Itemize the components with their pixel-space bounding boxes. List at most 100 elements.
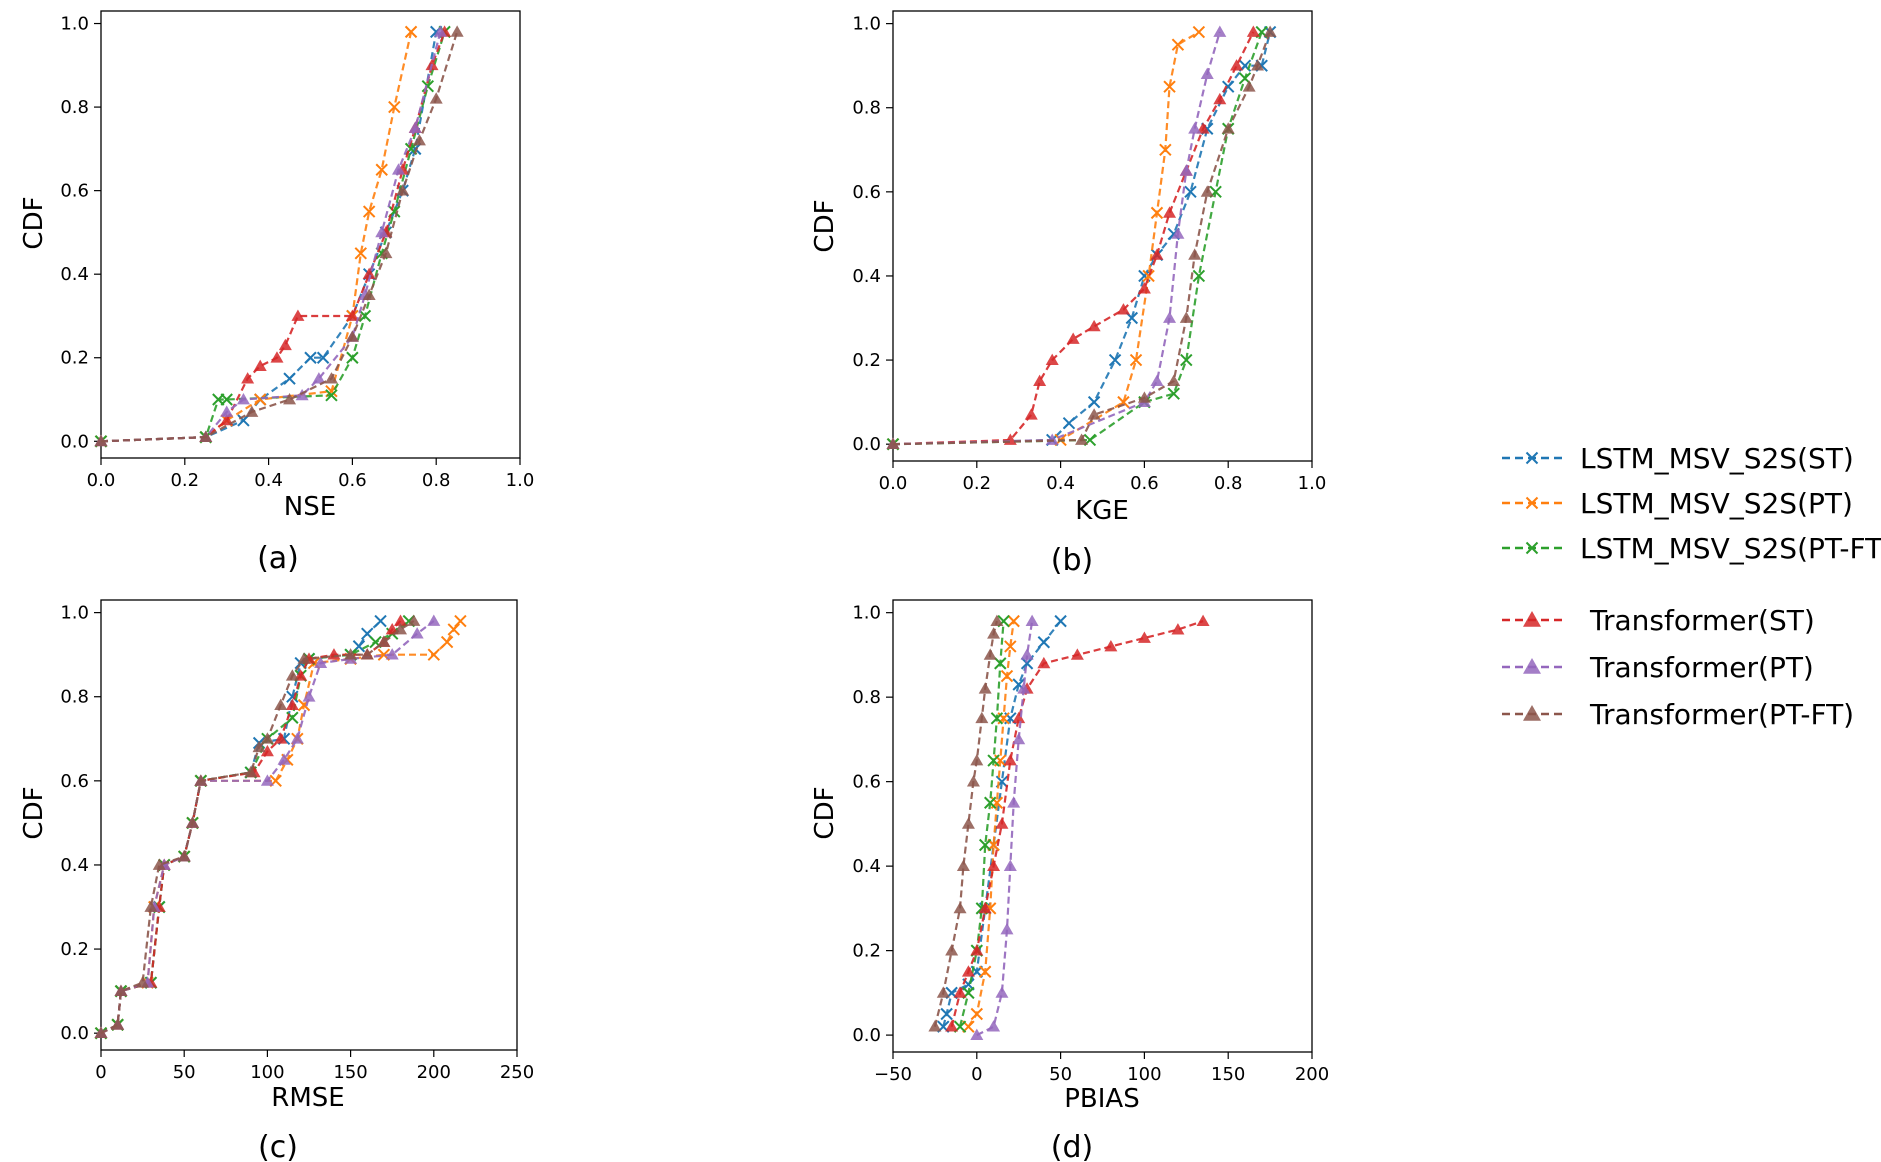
legend-entry-transformer-st: Transformer(ST) bbox=[1502, 604, 1815, 637]
data-point bbox=[274, 698, 288, 711]
legend-entry-lstm-msv-s2s-pt-ft: LSTM_MSV_S2S(PT-FT) bbox=[1502, 532, 1881, 565]
data-point bbox=[1221, 122, 1235, 134]
plot-frame bbox=[100, 599, 518, 1051]
series-transformer-st bbox=[945, 614, 1210, 1032]
series-line bbox=[100, 620, 415, 1035]
data-point bbox=[241, 372, 255, 384]
panel-c-xlabel: RMSE bbox=[271, 1083, 344, 1113]
data-point bbox=[936, 986, 950, 998]
y-tick-label: 0.8 bbox=[852, 687, 881, 708]
data-point bbox=[260, 774, 274, 786]
data-point bbox=[1007, 614, 1020, 628]
data-point bbox=[254, 393, 267, 406]
data-point bbox=[304, 351, 317, 364]
data-point bbox=[253, 359, 267, 371]
data-point bbox=[345, 330, 359, 342]
data-point bbox=[1087, 395, 1101, 409]
series-transformer-pt-ft bbox=[94, 25, 464, 447]
series-line bbox=[950, 620, 1204, 1027]
data-point bbox=[1024, 408, 1038, 420]
legend-marker bbox=[1525, 496, 1539, 510]
data-point bbox=[1213, 92, 1227, 105]
data-point bbox=[294, 669, 308, 681]
y-tick-label: 0.8 bbox=[852, 98, 881, 119]
data-point bbox=[990, 614, 1004, 626]
series-transformer-pt bbox=[94, 614, 441, 1039]
legend-marker bbox=[1525, 541, 1539, 555]
x-tick-label: −50 bbox=[874, 1064, 912, 1085]
data-point bbox=[1037, 656, 1051, 669]
series-line bbox=[100, 620, 382, 1035]
series-line bbox=[100, 31, 446, 443]
series-transformer-pt bbox=[94, 25, 447, 447]
data-point bbox=[970, 944, 984, 956]
data-point bbox=[277, 753, 291, 765]
legend: LSTM_MSV_S2S(ST) LSTM_MSV_S2S(PT) LSTM_MSV… bbox=[1502, 442, 1881, 731]
data-point bbox=[1159, 143, 1172, 156]
data-point bbox=[362, 205, 376, 218]
data-point bbox=[312, 372, 326, 384]
data-point bbox=[1150, 206, 1164, 220]
data-point bbox=[177, 850, 191, 862]
data-point bbox=[314, 656, 328, 668]
data-point bbox=[391, 163, 405, 175]
series-line bbox=[967, 620, 1015, 1028]
legend-label: LSTM_MSV_S2S(ST) bbox=[1580, 442, 1854, 475]
legend-marker bbox=[1523, 705, 1541, 721]
data-point bbox=[236, 393, 250, 405]
data-point bbox=[1000, 669, 1014, 683]
x-tick-label: 0.4 bbox=[254, 470, 283, 491]
x-tick-label: 0.6 bbox=[1130, 473, 1159, 494]
series-transformer-pt bbox=[970, 614, 1039, 1040]
data-point bbox=[1066, 332, 1080, 344]
legend-entry-transformer-pt: Transformer(PT) bbox=[1502, 651, 1814, 684]
data-point bbox=[375, 163, 388, 176]
data-point bbox=[1200, 67, 1214, 79]
data-point bbox=[427, 614, 441, 626]
legend-label: LSTM_MSV_S2S(PT) bbox=[1580, 487, 1853, 520]
y-tick-label: 0.8 bbox=[60, 687, 89, 708]
data-point bbox=[1137, 282, 1151, 294]
data-point bbox=[1025, 614, 1039, 626]
legend-label: LSTM_MSV_S2S(PT-FT) bbox=[1580, 532, 1881, 565]
series-line bbox=[892, 31, 1263, 446]
data-point bbox=[978, 838, 992, 852]
x-tick-label: 0.2 bbox=[962, 473, 991, 494]
x-tick-label: 0 bbox=[95, 1062, 106, 1083]
data-point bbox=[1062, 416, 1076, 430]
data-point bbox=[995, 817, 1009, 829]
data-point bbox=[1054, 614, 1067, 628]
data-point bbox=[983, 648, 997, 660]
y-tick-label: 1.0 bbox=[852, 14, 881, 35]
series-lstm-msv-s2s-st bbox=[94, 614, 387, 1040]
series-lstm-msv-s2s-pt-ft bbox=[886, 25, 1268, 451]
data-point bbox=[1179, 311, 1193, 323]
panel-b-xlabel: KGE bbox=[1075, 496, 1129, 526]
data-point bbox=[244, 765, 258, 778]
data-point bbox=[1137, 391, 1151, 403]
data-point bbox=[278, 338, 292, 351]
data-point bbox=[1037, 636, 1051, 649]
data-point bbox=[1150, 374, 1164, 386]
data-point bbox=[324, 372, 338, 384]
data-point bbox=[1007, 796, 1021, 808]
data-point bbox=[394, 622, 408, 635]
data-point bbox=[1108, 353, 1122, 367]
series-line bbox=[100, 620, 435, 1035]
data-point bbox=[220, 413, 234, 426]
data-point bbox=[1167, 374, 1181, 386]
panel-b: CDF KGE (b) 0.0 0.2 0.4 0.6 0.8 1.0 0.0 0.2 0.4 0… bbox=[810, 10, 1326, 578]
panel-d-xlabel: PBIAS bbox=[1064, 1084, 1139, 1114]
data-point bbox=[1142, 269, 1155, 283]
data-point bbox=[360, 648, 374, 660]
data-point bbox=[987, 859, 1001, 872]
data-point bbox=[886, 437, 900, 450]
data-point bbox=[302, 690, 316, 702]
data-point bbox=[956, 859, 970, 872]
data-point bbox=[1163, 206, 1177, 218]
y-tick-label: 0.6 bbox=[852, 772, 881, 793]
legend-label: Transformer(PT) bbox=[1589, 651, 1814, 684]
panel-a-label: (a) bbox=[257, 541, 299, 576]
data-point bbox=[358, 309, 372, 323]
